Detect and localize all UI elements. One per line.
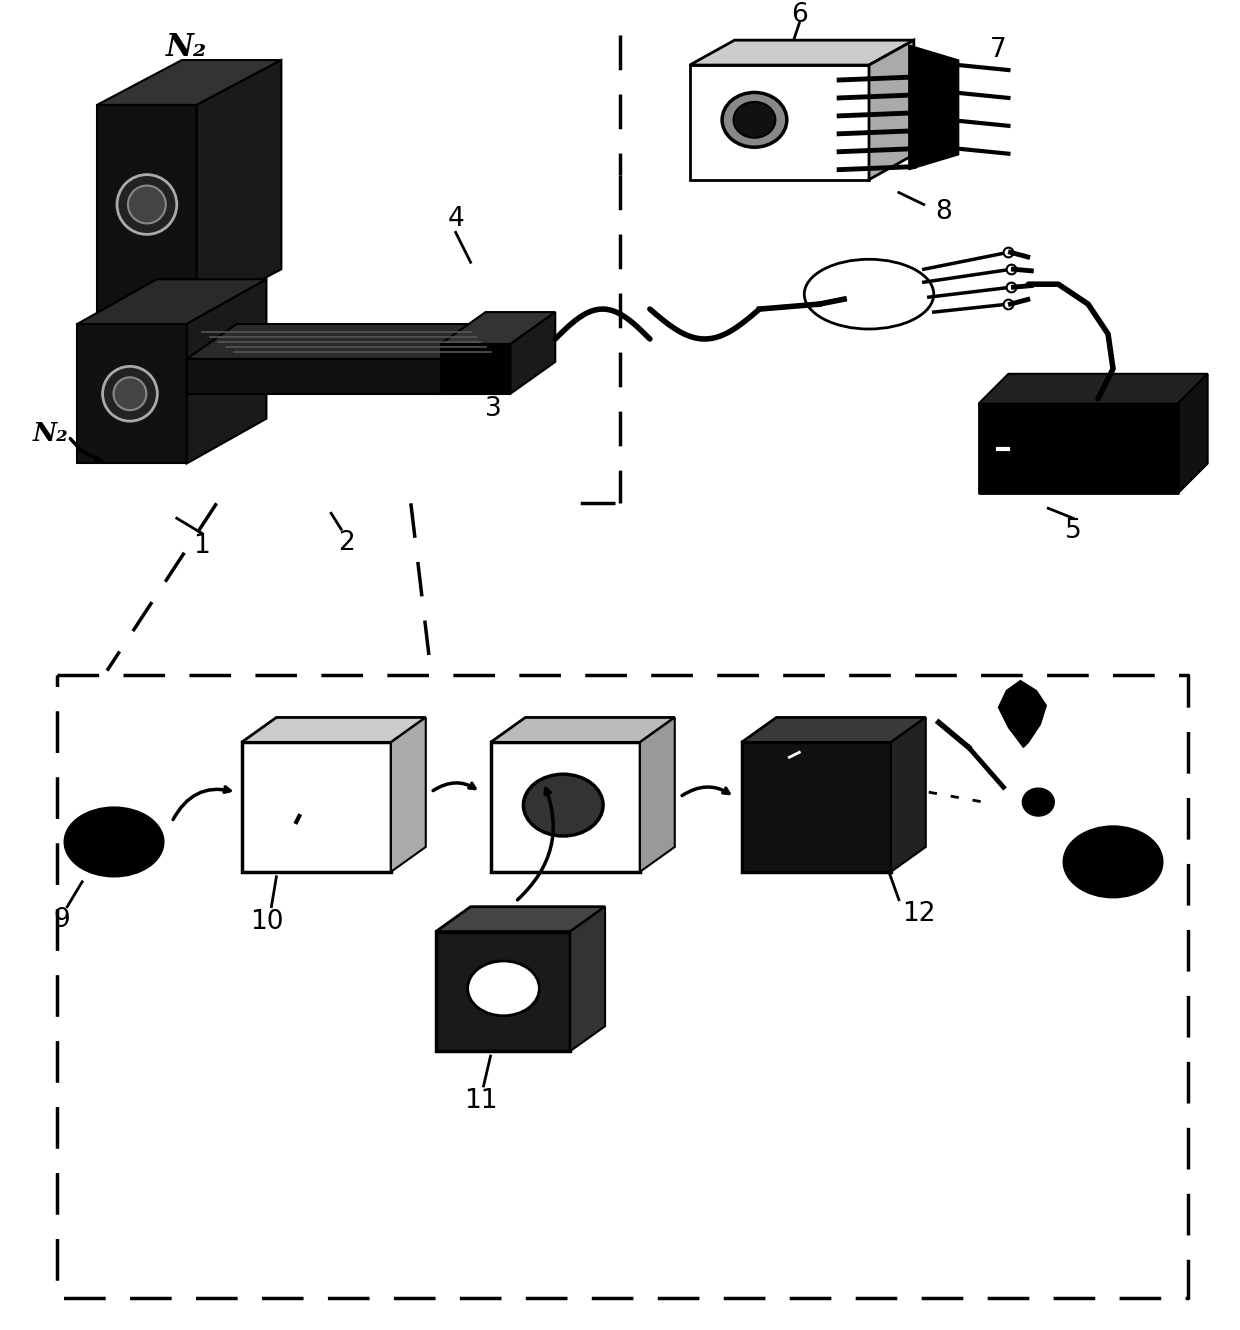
Polygon shape bbox=[242, 742, 391, 872]
Polygon shape bbox=[187, 359, 440, 394]
Text: 7: 7 bbox=[990, 37, 1007, 63]
Polygon shape bbox=[689, 40, 914, 65]
Ellipse shape bbox=[64, 807, 164, 876]
Text: 3: 3 bbox=[485, 396, 502, 422]
Text: 10: 10 bbox=[249, 908, 283, 935]
Polygon shape bbox=[491, 717, 675, 742]
Polygon shape bbox=[187, 279, 267, 463]
Ellipse shape bbox=[128, 186, 166, 223]
Polygon shape bbox=[978, 374, 1208, 404]
Polygon shape bbox=[77, 279, 267, 325]
Ellipse shape bbox=[523, 774, 603, 837]
Text: N₂: N₂ bbox=[166, 32, 207, 63]
Polygon shape bbox=[77, 325, 187, 463]
Polygon shape bbox=[640, 717, 675, 872]
Polygon shape bbox=[869, 40, 914, 180]
Ellipse shape bbox=[103, 366, 157, 422]
Ellipse shape bbox=[734, 102, 775, 138]
Polygon shape bbox=[570, 907, 605, 1051]
Polygon shape bbox=[391, 717, 425, 872]
Text: 5: 5 bbox=[1065, 519, 1081, 544]
Text: 4: 4 bbox=[448, 206, 464, 233]
Polygon shape bbox=[511, 313, 556, 394]
Polygon shape bbox=[742, 717, 926, 742]
Ellipse shape bbox=[114, 378, 146, 410]
Polygon shape bbox=[197, 60, 281, 314]
Ellipse shape bbox=[117, 174, 177, 234]
Polygon shape bbox=[491, 742, 640, 872]
Polygon shape bbox=[440, 344, 511, 394]
Text: 11: 11 bbox=[464, 1088, 497, 1115]
Polygon shape bbox=[1178, 374, 1208, 493]
Polygon shape bbox=[742, 742, 890, 872]
Ellipse shape bbox=[805, 259, 934, 329]
Polygon shape bbox=[97, 60, 281, 105]
Ellipse shape bbox=[1023, 789, 1054, 817]
Text: 12: 12 bbox=[901, 900, 935, 927]
Polygon shape bbox=[689, 65, 869, 180]
Text: 9: 9 bbox=[53, 907, 71, 932]
Polygon shape bbox=[998, 681, 1047, 747]
Polygon shape bbox=[435, 931, 570, 1051]
Ellipse shape bbox=[1063, 826, 1163, 898]
Polygon shape bbox=[978, 404, 1178, 493]
Polygon shape bbox=[435, 907, 605, 931]
Polygon shape bbox=[440, 313, 556, 344]
Polygon shape bbox=[187, 325, 491, 359]
Text: 1: 1 bbox=[193, 533, 210, 559]
Polygon shape bbox=[97, 105, 197, 314]
Polygon shape bbox=[909, 45, 959, 170]
Ellipse shape bbox=[467, 962, 539, 1016]
Polygon shape bbox=[890, 717, 926, 872]
Text: 8: 8 bbox=[935, 200, 952, 226]
Text: 6: 6 bbox=[791, 3, 807, 28]
Text: 2: 2 bbox=[337, 531, 355, 556]
Ellipse shape bbox=[722, 93, 787, 148]
Polygon shape bbox=[242, 717, 425, 742]
Text: N₂: N₂ bbox=[32, 422, 68, 446]
